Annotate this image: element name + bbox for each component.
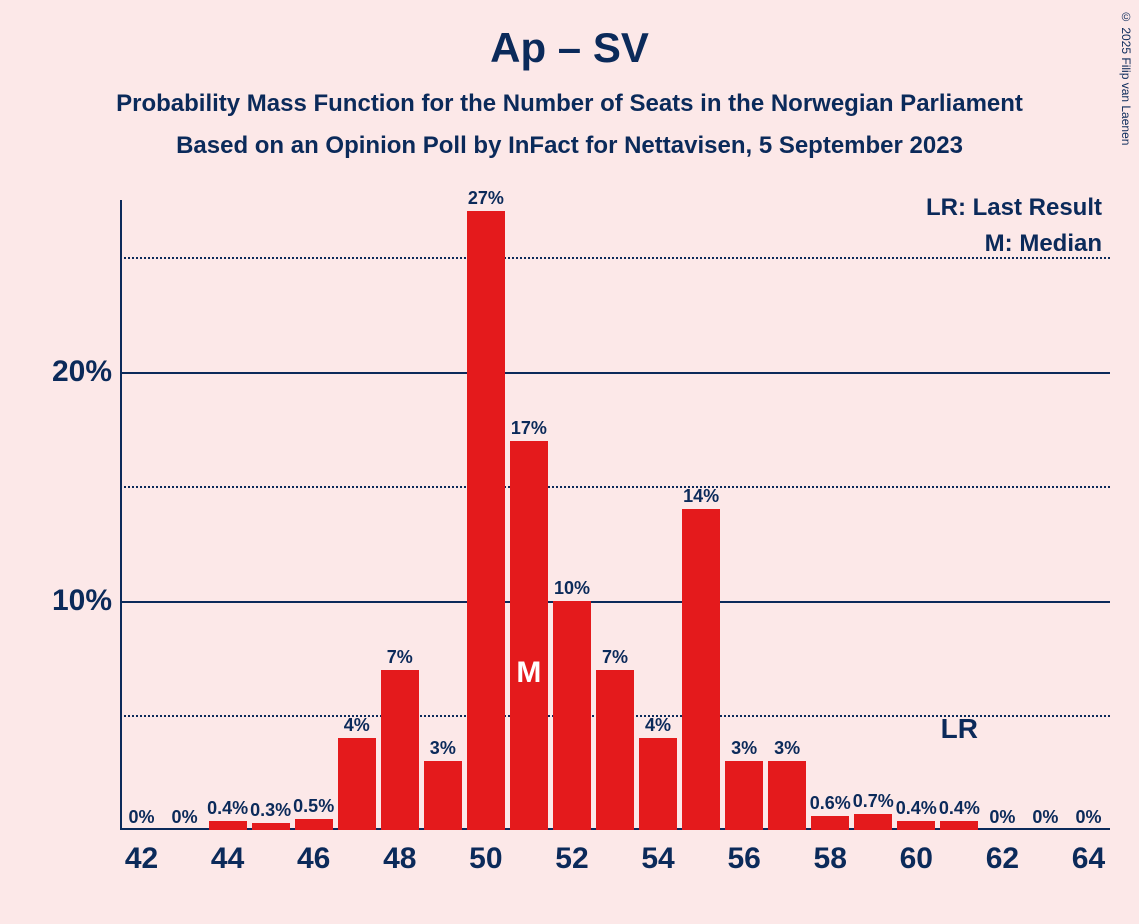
x-axis-label: 48 xyxy=(383,830,416,876)
bar-value-label: 0.4% xyxy=(939,798,980,821)
bar: 0.4% xyxy=(940,821,978,830)
bar-value-label: 27% xyxy=(468,188,504,211)
bar-value-label: 3% xyxy=(731,738,757,761)
gridline-major xyxy=(120,372,1110,374)
chart-subtitle-2: Based on an Opinion Poll by InFact for N… xyxy=(0,118,1139,160)
y-axis-label: 10% xyxy=(52,584,120,618)
bar: 3% xyxy=(424,761,462,830)
bar: 7% xyxy=(381,670,419,830)
bar-value-label: 14% xyxy=(683,486,719,509)
chart-plot-area: 10%20%4244464850525456586062640%0%0.4%0.… xyxy=(120,200,1110,830)
bar-value-label: 0% xyxy=(1032,807,1058,830)
bar: 0.6% xyxy=(811,816,849,830)
bar-value-label: 0.3% xyxy=(250,800,291,823)
bar: 27% xyxy=(467,211,505,830)
x-axis-label: 46 xyxy=(297,830,330,876)
bar-value-label: 10% xyxy=(554,578,590,601)
bar-value-label: 0.5% xyxy=(293,796,334,819)
gridline-minor xyxy=(120,257,1110,259)
bar: 0.4% xyxy=(897,821,935,830)
chart-subtitle-1: Probability Mass Function for the Number… xyxy=(0,72,1139,118)
x-axis-label: 62 xyxy=(986,830,1019,876)
bar: 10% xyxy=(553,601,591,830)
bar: 0.3% xyxy=(252,823,290,830)
bar-value-label: 4% xyxy=(344,715,370,738)
bar-value-label: 0% xyxy=(172,807,198,830)
bar-value-label: 0% xyxy=(129,807,155,830)
y-axis-label: 20% xyxy=(52,355,120,389)
median-marker: M xyxy=(516,656,541,690)
bar: 4% xyxy=(639,738,677,830)
bar-value-label: 0.7% xyxy=(853,791,894,814)
x-axis-label: 60 xyxy=(900,830,933,876)
x-axis-label: 64 xyxy=(1072,830,1105,876)
lr-marker: LR xyxy=(941,713,978,745)
x-axis-label: 42 xyxy=(125,830,158,876)
bar: 7% xyxy=(596,670,634,830)
x-axis-label: 54 xyxy=(641,830,674,876)
x-axis-label: 50 xyxy=(469,830,502,876)
legend-m: M: Median xyxy=(985,230,1102,258)
bar-value-label: 0% xyxy=(1075,807,1101,830)
copyright-text: © 2025 Filip van Laenen xyxy=(1119,10,1133,145)
bar-value-label: 0.6% xyxy=(810,793,851,816)
gridline-minor xyxy=(120,486,1110,488)
bar-value-label: 3% xyxy=(774,738,800,761)
bar: 0.5% xyxy=(295,819,333,830)
bar-value-label: 0.4% xyxy=(207,798,248,821)
bar-value-label: 0% xyxy=(989,807,1015,830)
bar-value-label: 3% xyxy=(430,738,456,761)
bar: 3% xyxy=(768,761,806,830)
bar-value-label: 4% xyxy=(645,715,671,738)
x-axis-label: 56 xyxy=(727,830,760,876)
bar-value-label: 17% xyxy=(511,418,547,441)
x-axis-label: 52 xyxy=(555,830,588,876)
bar: 0.4% xyxy=(209,821,247,830)
bar: 0.7% xyxy=(854,814,892,830)
chart-title: Ap – SV xyxy=(0,0,1139,72)
bar-value-label: 0.4% xyxy=(896,798,937,821)
legend-lr: LR: Last Result xyxy=(926,194,1102,222)
bar: 14% xyxy=(682,509,720,830)
bar-value-label: 7% xyxy=(387,647,413,670)
x-axis-label: 44 xyxy=(211,830,244,876)
x-axis-label: 58 xyxy=(814,830,847,876)
bar: 4% xyxy=(338,738,376,830)
bar-value-label: 7% xyxy=(602,647,628,670)
bar: 3% xyxy=(725,761,763,830)
gridline-major xyxy=(120,601,1110,603)
bar: 17%M xyxy=(510,441,548,830)
